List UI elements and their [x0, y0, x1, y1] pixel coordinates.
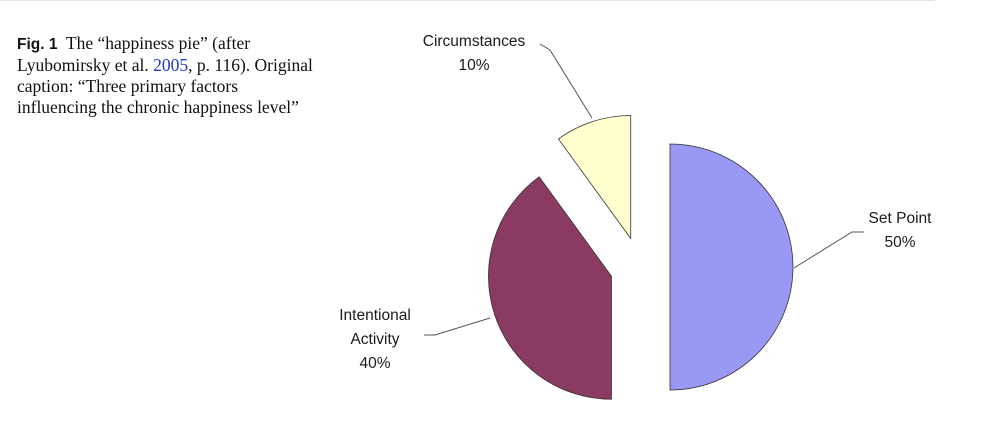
set-point-leader — [793, 231, 864, 269]
intentional-activity-label-line2: Activity — [350, 331, 399, 348]
caption-text-start: The “happiness pie” (after Lyubomirsky e… — [17, 33, 251, 75]
circumstances-leader — [539, 43, 593, 119]
figure-label: Fig. 1 — [17, 36, 58, 53]
slice-intentional-activity — [488, 176, 612, 400]
circumstances-percent: 10% — [458, 57, 489, 74]
slice-circumstances — [557, 115, 632, 240]
set-point-percent: 50% — [884, 234, 915, 251]
figure-caption: Fig. 1 The “happiness pie” (after Lyubom… — [17, 33, 317, 118]
circumstances-label: Circumstances — [423, 33, 526, 50]
label-leaders — [424, 43, 864, 336]
pie-slices — [488, 115, 794, 400]
top-divider — [0, 0, 935, 1]
set-point-label: Set Point — [869, 210, 933, 227]
reference-link[interactable]: 2005 — [153, 55, 189, 75]
intentional-activity-leader — [424, 317, 491, 336]
intentional-activity-label-line1: Intentional — [339, 307, 411, 324]
intentional-activity-percent: 40% — [359, 355, 390, 372]
caption-text-end: , p. 116). Original caption: “Three prim… — [17, 55, 313, 117]
slice-set-point — [669, 143, 794, 391]
